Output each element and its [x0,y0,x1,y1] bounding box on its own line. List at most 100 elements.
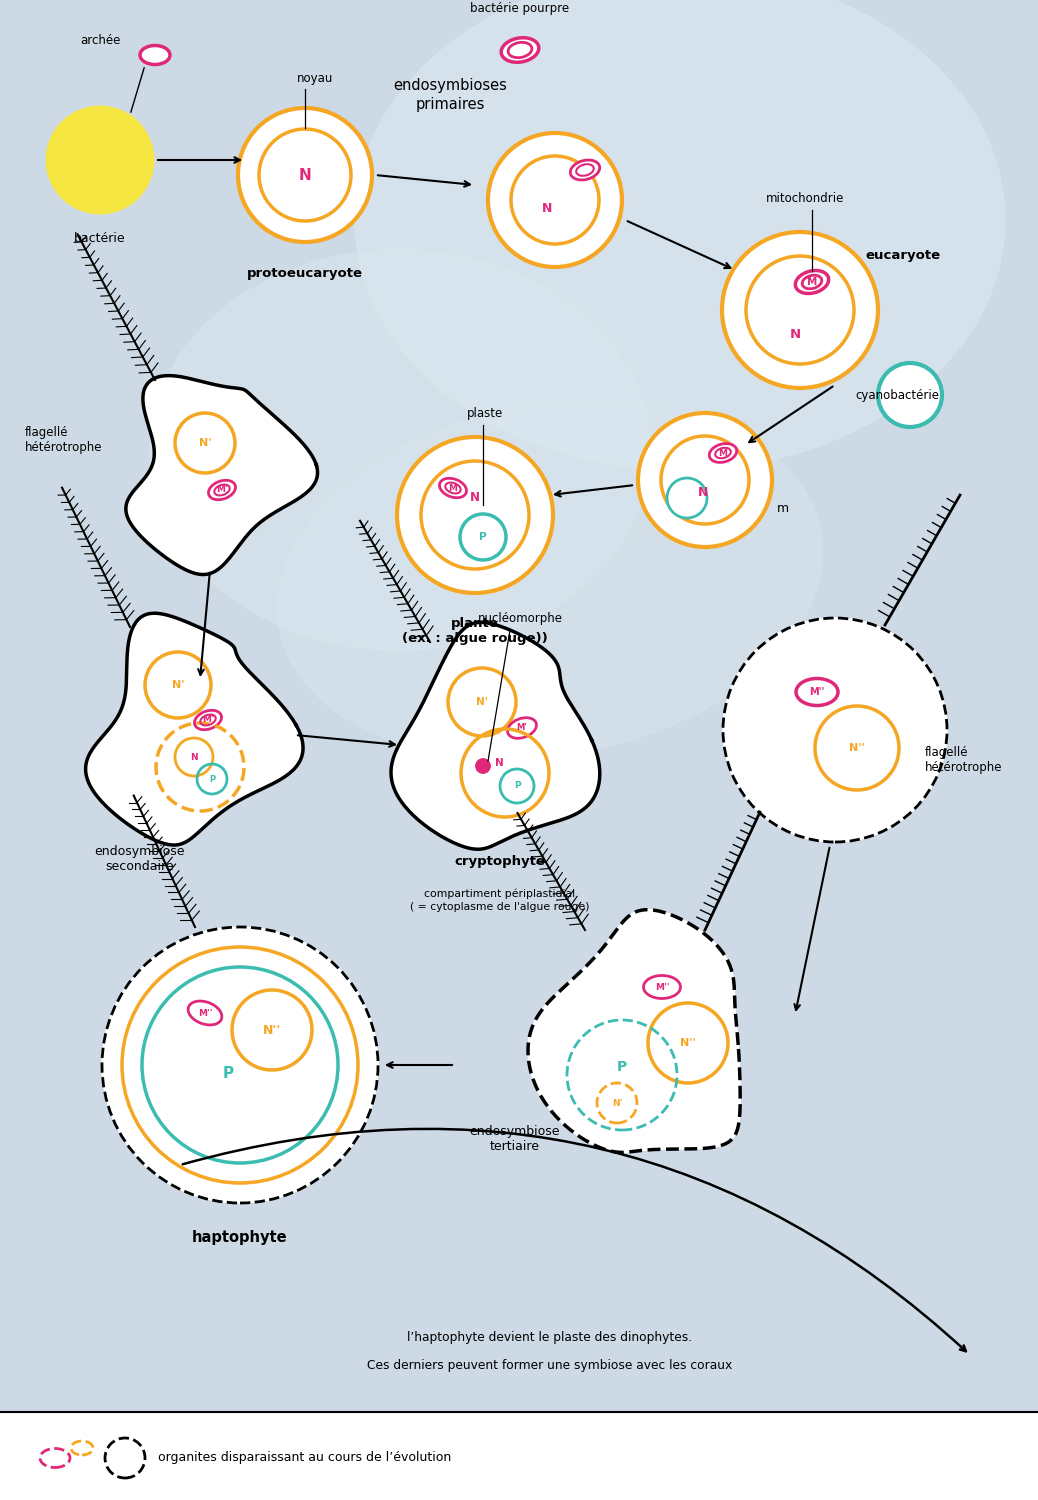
Text: N': N' [611,1098,622,1107]
Circle shape [500,770,534,802]
Text: flagellé
hétérotrophe: flagellé hétérotrophe [925,746,1003,774]
Circle shape [260,129,351,220]
Ellipse shape [445,483,461,494]
Ellipse shape [194,711,221,729]
Circle shape [175,413,235,472]
Circle shape [233,990,312,1070]
Ellipse shape [277,400,822,759]
Text: N': N' [171,680,185,690]
Text: M'': M'' [198,1008,212,1017]
Text: N: N [542,201,552,214]
Text: N: N [190,753,198,762]
Ellipse shape [795,270,828,294]
Text: noyau: noyau [297,72,333,86]
Text: N: N [299,168,311,183]
Text: N'': N'' [263,1023,281,1036]
Text: mitochondrie: mitochondrie [766,192,844,206]
Text: N: N [790,328,800,342]
Ellipse shape [644,975,681,999]
Text: cyanobactérie: cyanobactérie [855,388,939,402]
Circle shape [238,108,372,242]
Text: P: P [480,532,487,542]
Text: N: N [495,758,503,768]
Text: M'': M'' [810,687,824,698]
Polygon shape [391,622,600,849]
Text: M'': M'' [655,982,670,992]
Ellipse shape [501,38,539,63]
Text: N'': N'' [849,742,865,753]
Text: M': M' [517,723,527,732]
Circle shape [488,134,622,267]
Text: P: P [514,782,520,790]
Text: protoeucaryote: protoeucaryote [247,267,363,280]
Text: l’haptophyte devient le plaste des dinophytes.: l’haptophyte devient le plaste des dinop… [408,1332,692,1344]
Circle shape [122,946,358,1184]
Text: eucaryote: eucaryote [865,249,940,261]
Circle shape [142,968,338,1162]
Ellipse shape [570,160,600,180]
Text: endosymbiose
secondaire: endosymbiose secondaire [94,844,185,873]
Circle shape [156,723,244,812]
Polygon shape [126,375,318,574]
Text: plaste: plaste [467,406,503,420]
Circle shape [661,436,749,524]
Ellipse shape [576,164,594,176]
Ellipse shape [509,42,531,57]
Circle shape [448,668,516,736]
Ellipse shape [151,251,650,650]
Circle shape [511,156,599,244]
Text: Ces derniers peuvent former une symbiose avec les coraux: Ces derniers peuvent former une symbiose… [367,1359,733,1371]
Ellipse shape [200,714,216,726]
Text: N': N' [198,438,212,448]
Circle shape [723,618,947,842]
Text: P: P [209,774,215,783]
Text: endosymbiose
tertiaire: endosymbiose tertiaire [470,1125,561,1154]
Text: flagellé
hétérotrophe: flagellé hétérotrophe [25,426,103,454]
Ellipse shape [508,717,537,738]
Ellipse shape [209,480,236,500]
Circle shape [397,436,553,592]
Circle shape [476,759,490,772]
Text: M: M [807,278,817,286]
Text: P: P [222,1065,234,1080]
Circle shape [460,514,506,560]
Text: bactérie pourpre: bactérie pourpre [470,2,570,15]
Circle shape [815,706,899,791]
Ellipse shape [188,1000,222,1024]
Circle shape [746,256,854,364]
Circle shape [722,232,878,388]
Text: M: M [718,448,728,458]
Text: N: N [470,490,480,504]
Circle shape [878,363,943,428]
Ellipse shape [140,45,170,64]
Polygon shape [86,614,303,844]
Circle shape [48,108,152,211]
Ellipse shape [355,0,1005,470]
Text: N': N' [476,698,488,706]
Circle shape [667,478,707,518]
Ellipse shape [439,478,466,498]
Ellipse shape [214,484,229,495]
Text: bactérie: bactérie [74,232,126,244]
Circle shape [597,1083,637,1124]
Text: endosymbioses
primaires: endosymbioses primaires [393,78,507,112]
Ellipse shape [715,447,731,459]
Circle shape [638,413,772,548]
Text: P: P [617,1060,627,1074]
Circle shape [567,1020,677,1130]
Circle shape [145,652,211,718]
Text: haptophyte: haptophyte [192,1230,288,1245]
Text: compartiment périplastidial
( = cytoplasme de l'algue rouge): compartiment périplastidial ( = cytoplas… [410,888,590,912]
Text: archée: archée [80,33,120,46]
Ellipse shape [802,274,822,290]
Text: M': M' [202,716,214,724]
Ellipse shape [796,678,838,705]
Text: N'': N'' [680,1038,695,1048]
Text: plante
(ex. : algue rouge)): plante (ex. : algue rouge)) [402,616,548,645]
Circle shape [648,1004,728,1083]
Text: m: m [776,501,789,515]
Text: M': M' [216,486,228,495]
Text: N: N [698,486,708,498]
Circle shape [421,460,529,568]
Text: M: M [448,483,458,492]
